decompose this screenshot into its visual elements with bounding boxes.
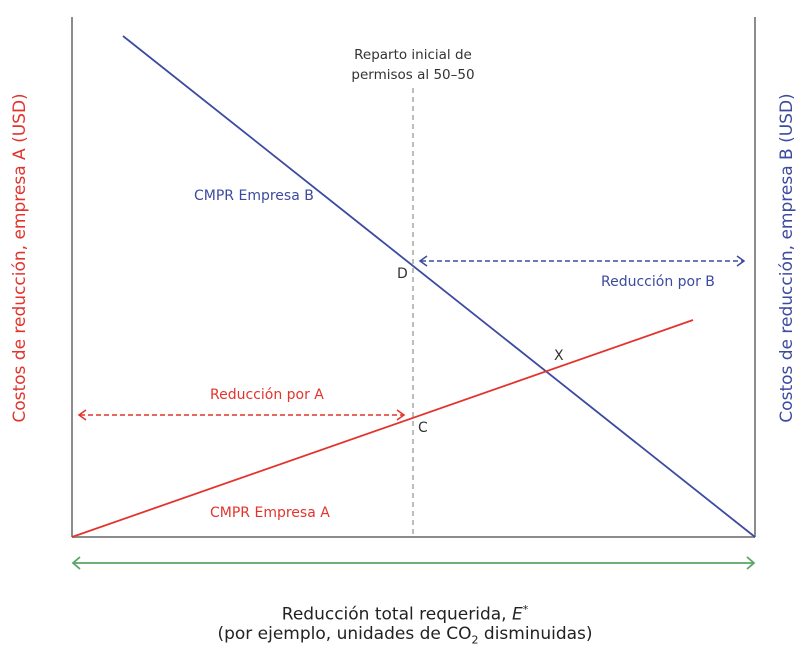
note-line-1: Reparto inicial de: [354, 47, 472, 63]
x-label-sub: 2: [471, 633, 479, 647]
reduction-a-label: Reducción por A: [210, 387, 324, 403]
x-label-line2-post: disminuidas): [478, 624, 593, 644]
curve-b-label: CMPR Empresa B: [194, 188, 314, 204]
y-axis-left-label: Costos de reducción, empresa A (USD): [10, 93, 30, 423]
x-axis-label-line-2: (por ejemplo, unidades de CO2 disminuida…: [0, 622, 810, 652]
reduction-a-arrow: [77, 409, 406, 421]
x-label-text: Reducción total requerida,: [281, 604, 512, 625]
reduction-b-arrow: [418, 255, 746, 267]
curve-a-label: CMPR Empresa A: [210, 505, 330, 521]
x-label-line2-pre: (por ejemplo, unidades de CO: [217, 624, 472, 644]
note-line-2: permisos al 50–50: [351, 67, 475, 83]
point-c-label: C: [418, 420, 428, 436]
point-x-label: X: [554, 348, 564, 364]
reduction-b-label: Reducción por B: [601, 274, 715, 290]
y-axis-right-label: Costos de reducción, empresa B (USD): [777, 93, 797, 423]
x-axis-label-line-1: Reducción total requerida, E*: [0, 598, 810, 627]
total-reduction-arrow: [71, 556, 756, 570]
x-label-sup: *: [522, 603, 529, 616]
x-label-var: E: [511, 604, 523, 625]
initial-allocation-note: Reparto inicial de permisos al 50–50: [351, 45, 474, 85]
point-d-label: D: [397, 266, 408, 282]
curve-firm-b: [122, 35, 756, 538]
curve-firm-a: [71, 319, 694, 538]
